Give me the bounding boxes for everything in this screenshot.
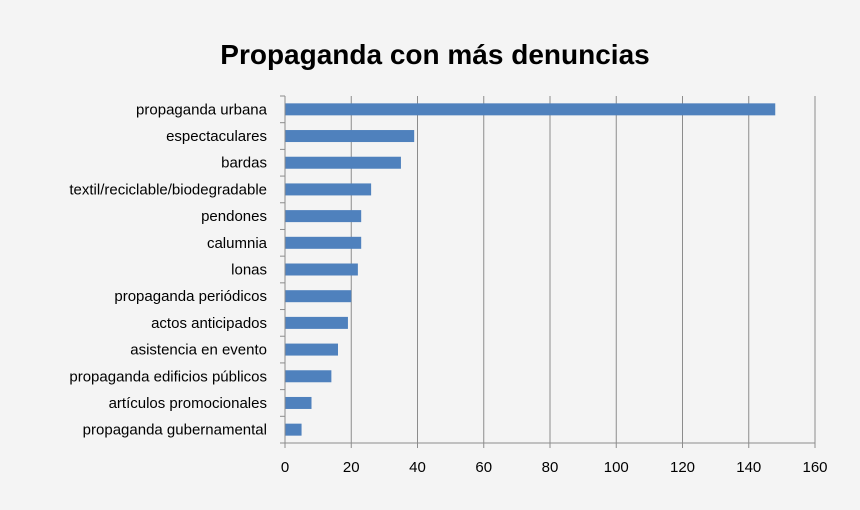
x-tick-label: 160 <box>802 459 827 476</box>
x-tick-label: 60 <box>475 459 492 476</box>
bar <box>285 103 776 116</box>
category-label: espectaculares <box>166 128 267 145</box>
bar <box>285 156 401 169</box>
category-label: actos anticipados <box>151 315 267 332</box>
gridlines <box>350 96 816 443</box>
tick-labels: 0 20 40 60 80 100 120 140 160 <box>281 459 828 476</box>
bar <box>285 130 415 143</box>
x-tick-label: 0 <box>281 459 289 476</box>
category-label: textil/reciclable/biodegradable <box>69 181 267 198</box>
x-tick-label: 140 <box>736 459 761 476</box>
bars <box>285 103 776 436</box>
category-label: calumnia <box>207 235 268 252</box>
category-label: pendones <box>201 208 267 225</box>
bar <box>285 343 338 356</box>
category-labels: propaganda urbana espectaculares bardas tex… <box>69 101 267 438</box>
bar <box>285 210 362 223</box>
bar <box>285 236 362 249</box>
category-label: propaganda edificios públicos <box>69 368 267 385</box>
chart-title: Propaganda con más denuncias <box>220 39 649 70</box>
category-label: propaganda gubernamental <box>83 422 267 439</box>
x-tick-label: 40 <box>409 459 426 476</box>
category-label: bardas <box>221 155 267 172</box>
bar <box>285 370 332 383</box>
bar <box>285 290 352 303</box>
x-tick-label: 100 <box>604 459 629 476</box>
category-label: propaganda periódicos <box>114 288 267 305</box>
bar <box>285 423 302 436</box>
bar <box>285 263 358 276</box>
category-label: propaganda urbana <box>136 101 268 118</box>
x-tick-label: 20 <box>343 459 360 476</box>
category-label: artículos promocionales <box>109 395 267 412</box>
x-tick-label: 120 <box>670 459 695 476</box>
category-label: lonas <box>231 262 267 279</box>
bar <box>285 316 348 329</box>
x-tick-label: 80 <box>542 459 559 476</box>
category-label: asistencia en evento <box>130 342 267 359</box>
bar <box>285 396 312 409</box>
bar <box>285 183 372 196</box>
axes <box>280 95 816 448</box>
